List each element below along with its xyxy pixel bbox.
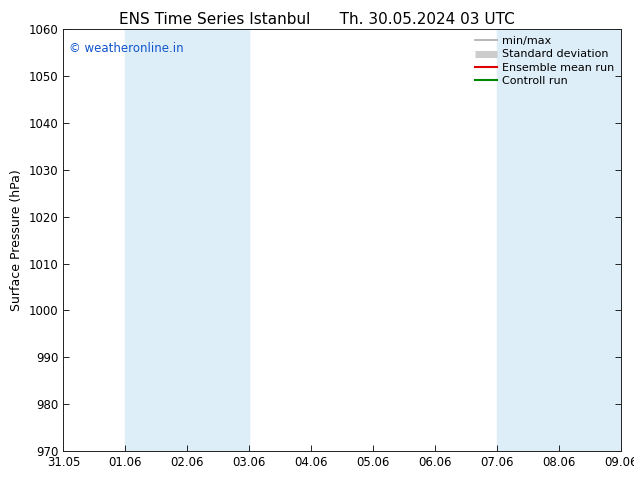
- Bar: [126, 29, 249, 451]
- Text: © weatheronline.in: © weatheronline.in: [69, 42, 184, 55]
- Text: ENS Time Series Istanbul      Th. 30.05.2024 03 UTC: ENS Time Series Istanbul Th. 30.05.2024 …: [119, 12, 515, 27]
- Y-axis label: Surface Pressure (hPa): Surface Pressure (hPa): [10, 169, 23, 311]
- Bar: [497, 29, 621, 451]
- Legend: min/max, Standard deviation, Ensemble mean run, Controll run: min/max, Standard deviation, Ensemble me…: [470, 32, 619, 91]
